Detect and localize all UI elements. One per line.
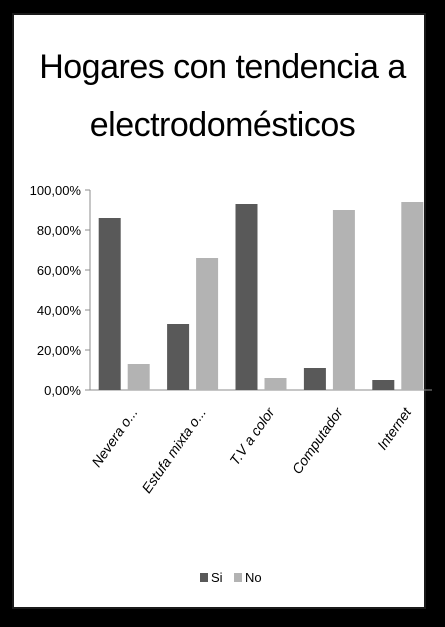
- bar-no-0: [127, 364, 150, 390]
- y-tick-label: 40,00%: [37, 303, 82, 318]
- chart-panel: [12, 13, 426, 609]
- y-tick-label: 0,00%: [44, 383, 81, 398]
- legend-swatch-si: [200, 573, 208, 582]
- legend-label-no: No: [245, 570, 262, 585]
- y-tick-label: 80,00%: [37, 223, 82, 238]
- x-category-label: Estufa mixta o...: [138, 405, 209, 496]
- x-category-label: T.V a color: [226, 403, 278, 468]
- y-tick-label: 60,00%: [37, 263, 82, 278]
- bar-no-1: [196, 258, 219, 390]
- bar-no-2: [264, 378, 287, 390]
- legend-label-si: Si: [211, 570, 223, 585]
- legend-swatch-no: [234, 573, 242, 582]
- bar-si-2: [235, 204, 258, 390]
- bar-si-1: [167, 324, 190, 390]
- x-category-label: Nevera o...: [88, 405, 140, 470]
- x-category-label: Internet: [374, 404, 415, 453]
- bar-no-3: [332, 210, 355, 390]
- bar-no-4: [401, 202, 424, 390]
- chart-title-line-2: electrodomésticos: [89, 106, 356, 144]
- y-tick-label: 20,00%: [37, 343, 82, 358]
- y-tick-label: 100,00%: [30, 183, 82, 198]
- x-category-label: Computador: [289, 403, 347, 476]
- bar-si-0: [98, 218, 121, 390]
- bar-si-4: [372, 380, 395, 390]
- chart-title-line-1: Hogares con tendencia a: [39, 48, 406, 86]
- bar-si-3: [303, 368, 326, 390]
